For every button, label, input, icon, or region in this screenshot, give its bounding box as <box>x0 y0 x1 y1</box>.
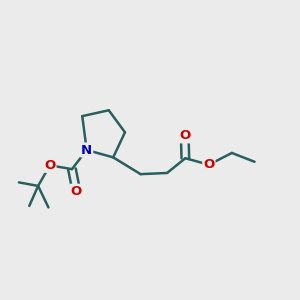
Text: O: O <box>203 158 214 171</box>
Text: O: O <box>71 185 82 198</box>
Text: O: O <box>44 159 56 172</box>
Text: O: O <box>179 129 190 142</box>
Text: N: N <box>81 143 92 157</box>
